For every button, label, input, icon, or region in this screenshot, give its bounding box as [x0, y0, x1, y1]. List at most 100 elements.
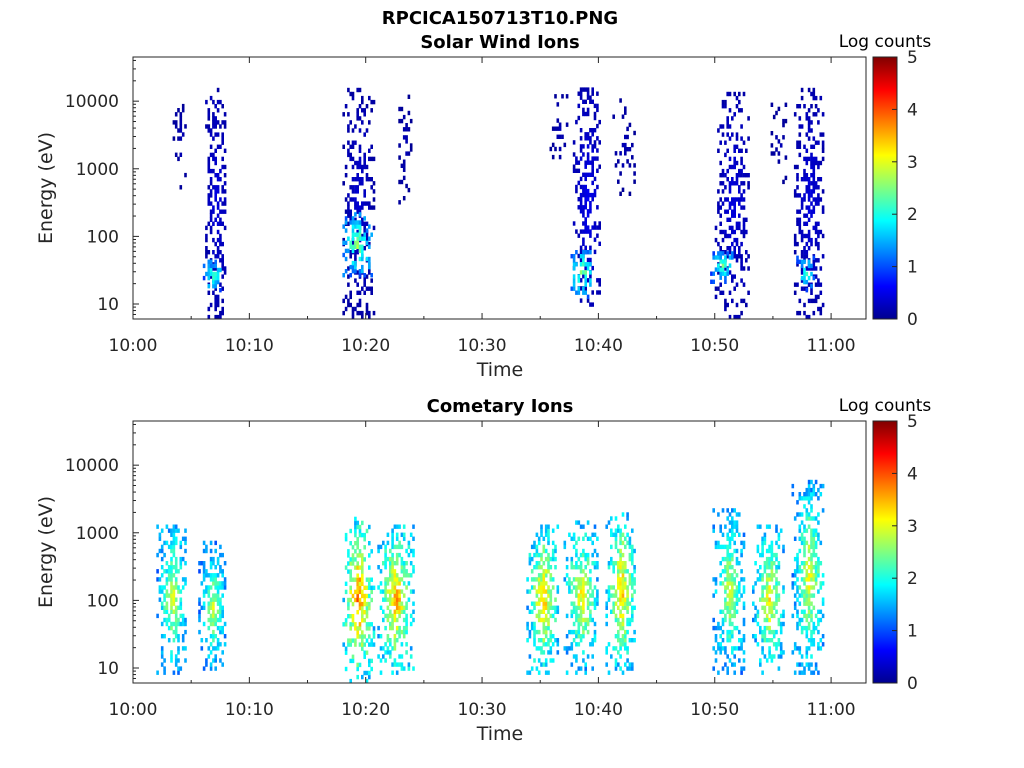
heatmap-cell [170, 548, 173, 554]
heatmap-cell [724, 152, 727, 158]
heatmap-cell [721, 259, 725, 264]
heatmap-cell [817, 617, 820, 623]
heatmap-cell [209, 201, 213, 206]
heatmap-cell [351, 593, 355, 599]
heatmap-cell [181, 634, 185, 639]
heatmap-cell [728, 577, 732, 582]
heatmap-cell [812, 483, 816, 489]
heatmap-cell [158, 585, 162, 590]
heatmap-cell [735, 258, 739, 263]
heatmap-cell [761, 650, 764, 655]
heatmap-cell [540, 573, 543, 578]
heatmap-cell [558, 122, 562, 127]
heatmap-cell [717, 544, 720, 550]
heatmap-cell [547, 609, 550, 614]
heatmap-cell [572, 536, 576, 541]
heatmap-cell [633, 179, 636, 184]
heatmap-cell [365, 610, 369, 615]
heatmap-cell [349, 658, 352, 664]
heatmap-cell [395, 556, 399, 562]
heatmap-cell [775, 609, 778, 614]
heatmap-cell [209, 132, 213, 137]
heatmap-cell [551, 634, 555, 639]
heatmap-cell [779, 650, 783, 655]
heatmap-cell [167, 613, 171, 619]
heatmap-cell [356, 250, 359, 255]
heatmap-cell [591, 192, 594, 198]
heatmap-cell [579, 87, 583, 92]
heatmap-cell [752, 585, 755, 590]
heatmap-cell [549, 605, 553, 610]
heatmap-cell [735, 597, 739, 602]
heatmap-cell [407, 151, 411, 156]
heatmap-cell [779, 629, 783, 635]
heatmap-cell [398, 179, 401, 185]
heatmap-cell [586, 556, 590, 562]
heatmap-cell [368, 260, 371, 266]
heatmap-cell [579, 245, 583, 250]
heatmap-cell [798, 298, 802, 304]
heatmap-cell [807, 156, 811, 162]
heatmap-cell [368, 241, 371, 247]
heatmap-cell [384, 593, 387, 598]
heatmap-cell [356, 236, 359, 241]
heatmap-cell [726, 548, 729, 554]
heatmap-cell [775, 601, 778, 606]
heatmap-cell [782, 585, 785, 590]
heatmap-cell [798, 601, 802, 606]
x-tick-label: 10:10 [225, 700, 274, 720]
heatmap-cell [165, 569, 169, 574]
heatmap-cell [777, 544, 781, 550]
heatmap-cell [717, 209, 720, 214]
heatmap-cell [207, 617, 211, 623]
heatmap-cell [356, 626, 359, 631]
heatmap-cell [814, 492, 818, 497]
heatmap-cell [393, 609, 397, 614]
heatmap-cell [551, 605, 555, 610]
heatmap-cell [174, 629, 178, 635]
heatmap-cell [586, 605, 590, 610]
heatmap-cell [731, 556, 734, 562]
heatmap-cell [221, 573, 224, 578]
heatmap-cell [731, 613, 734, 619]
heatmap-cell [216, 229, 220, 235]
heatmap-cell [214, 279, 217, 285]
heatmap-cell [207, 160, 211, 166]
heatmap-cell [710, 271, 713, 276]
heatmap-cell [554, 94, 557, 99]
heatmap-cell [584, 205, 587, 210]
heatmap-cell [631, 613, 634, 619]
heatmap-cell [365, 173, 369, 178]
heatmap-cell [596, 233, 599, 238]
heatmap-cell [216, 189, 220, 194]
x-tick-label: 10:50 [690, 700, 739, 720]
heatmap-cell [759, 629, 762, 635]
heatmap-cell [624, 597, 627, 602]
heatmap-cell [356, 302, 359, 308]
heatmap-cell [351, 260, 355, 266]
heatmap-cell [814, 266, 818, 271]
heatmap-cell [177, 528, 180, 533]
heatmap-cell [726, 585, 729, 590]
heatmap-cell [812, 177, 816, 182]
heatmap-cell [221, 185, 224, 190]
heatmap-cell [726, 593, 729, 598]
heatmap-cell [214, 548, 217, 554]
y-tick-label: 1000 [76, 524, 119, 544]
heatmap-cell [817, 487, 820, 493]
heatmap-cell [395, 617, 399, 623]
heatmap-cell [586, 266, 590, 271]
heatmap-cell [726, 629, 729, 635]
heatmap-cell [402, 634, 406, 639]
heatmap-cell [726, 581, 729, 586]
heatmap-cell [179, 185, 183, 190]
heatmap-cell [731, 524, 734, 529]
heatmap-cell [721, 581, 725, 586]
heatmap-cell [731, 132, 734, 137]
heatmap-cell [798, 310, 802, 316]
heatmap-cell [558, 154, 562, 160]
heatmap-cell [540, 650, 543, 655]
heatmap-cell [170, 605, 173, 610]
heatmap-cell [398, 155, 401, 160]
heatmap-cell [344, 164, 348, 170]
